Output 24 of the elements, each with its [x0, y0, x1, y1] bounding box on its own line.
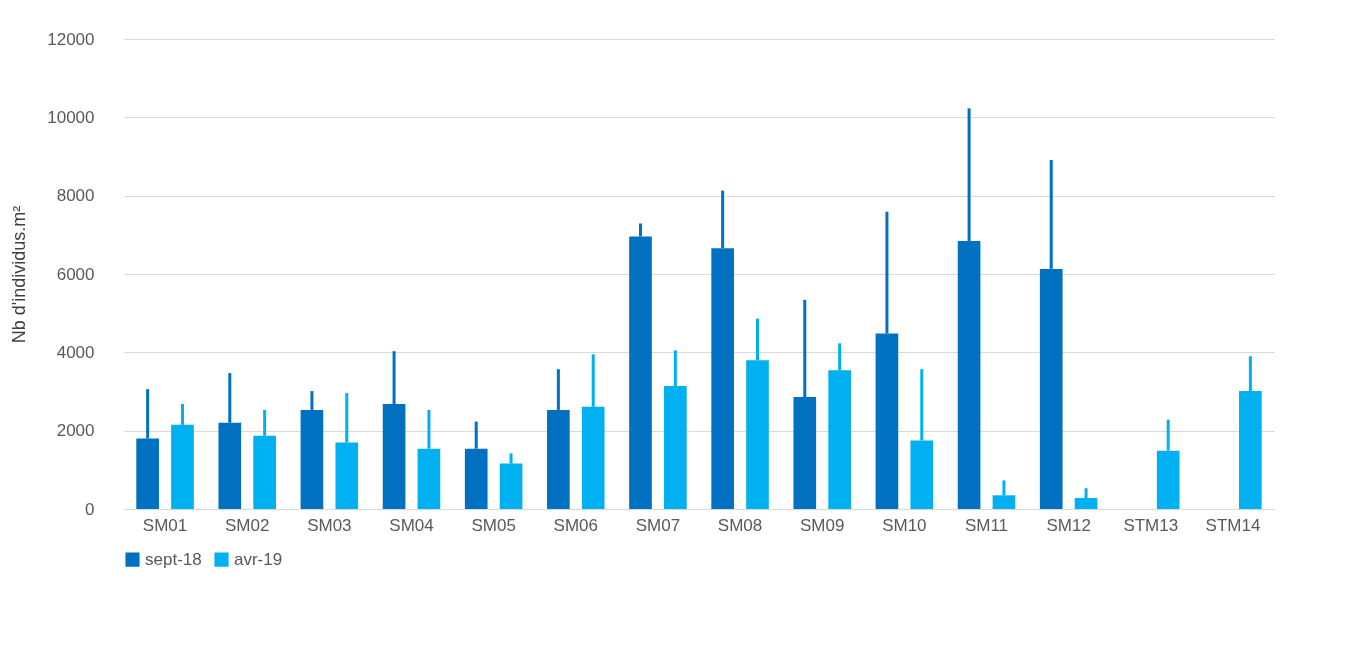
legend-label: avr-19 [234, 549, 283, 569]
x-tick-label: SM05 [471, 515, 516, 535]
x-tick-label: SM08 [717, 515, 763, 535]
legend-label: sept-18 [145, 549, 202, 569]
y-tick-label: 2000 [56, 421, 95, 441]
x-tick-label: SM04 [389, 515, 434, 535]
x-tick-label: SM10 [882, 515, 927, 535]
y-tick-label: 10000 [47, 107, 95, 127]
x-tick-label: SM03 [307, 515, 352, 535]
x-tick-label: STM13 [1123, 515, 1179, 535]
x-tick-label: SM11 [964, 515, 1009, 535]
y-tick-label: 8000 [56, 186, 95, 206]
x-tick-label: SM09 [800, 515, 845, 535]
x-tick-label: SM12 [1046, 515, 1091, 535]
x-tick-label: SM01 [142, 515, 188, 535]
x-tick-label: SM06 [553, 515, 598, 535]
y-tick-label: 4000 [56, 342, 95, 362]
y-tick-label: 6000 [56, 264, 95, 284]
y-tick-label: 0 [85, 499, 95, 519]
y-axis-title: Nb d'individus.m² [9, 205, 30, 344]
y-tick-label: 12000 [47, 29, 95, 49]
x-tick-label: STM14 [1205, 515, 1261, 535]
x-tick-label: SM07 [635, 515, 681, 535]
x-tick-label: SM02 [225, 515, 270, 535]
